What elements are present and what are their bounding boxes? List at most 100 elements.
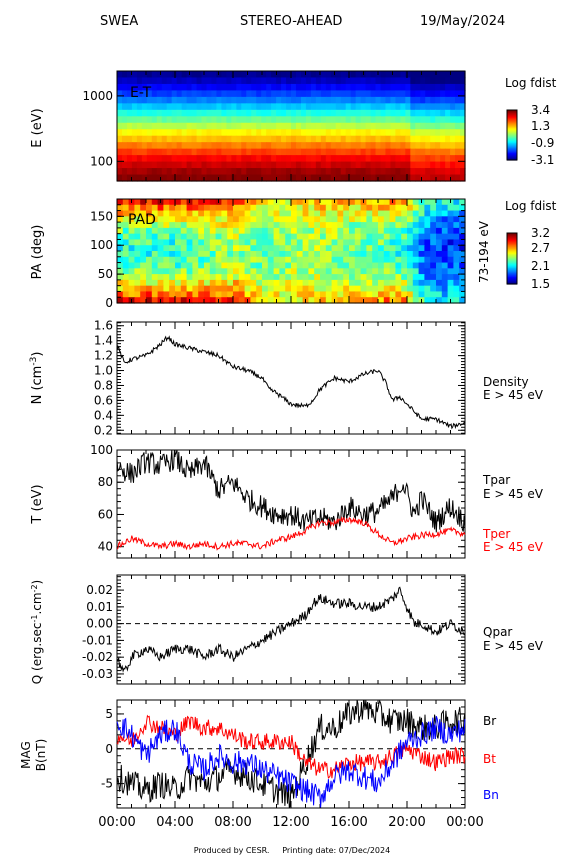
spectrogram-cell (320, 90, 327, 98)
pad-cell (325, 291, 333, 298)
spectrogram-cell (360, 142, 367, 150)
pad-cell (151, 204, 159, 212)
pad-cell (436, 274, 443, 281)
spectrogram-cell (320, 96, 327, 104)
pad-cell (320, 291, 327, 298)
pad-cell (447, 227, 454, 235)
pad-cell (331, 279, 338, 287)
pad-cell (308, 262, 315, 269)
spectrogram-cell (181, 155, 188, 163)
spectrogram-cell (191, 174, 198, 182)
pad-cell (383, 262, 391, 269)
pad-cell (151, 222, 159, 229)
spectrogram-cell (261, 122, 267, 130)
spectrogram-cell (131, 90, 138, 98)
pad-cell (204, 279, 211, 287)
spectrogram-cell (420, 71, 426, 79)
pad-cell (343, 274, 350, 281)
spectrogram-cell (350, 90, 357, 98)
spectrogram-cell (350, 155, 357, 163)
spectrogram-cell (350, 116, 357, 124)
spectrogram-cell (375, 83, 382, 92)
spectrogram-cell (136, 168, 143, 176)
pad-cell (389, 210, 396, 217)
pad-cell (314, 239, 321, 246)
spectrogram-cell (305, 96, 312, 104)
pad-cell (134, 245, 141, 252)
time-tick-label: 20:00 (388, 815, 425, 830)
pad-cell (418, 274, 425, 281)
pad-cell (395, 262, 402, 269)
spectrogram-cell (315, 83, 322, 92)
pad-cell (267, 239, 275, 246)
pad-cell (198, 291, 205, 298)
spectrogram-cell (455, 77, 461, 85)
spectrogram-cell (231, 168, 237, 176)
spectrogram-cell (405, 174, 411, 182)
pad-cell (389, 279, 396, 287)
tper-legend-name: Tper (482, 527, 510, 541)
pad-cell (447, 204, 454, 212)
spectrogram-cell (390, 122, 396, 130)
spectrogram-cell (450, 168, 456, 176)
pad-cell (436, 239, 443, 246)
pad-cell (401, 279, 408, 287)
colorbar-cell (507, 255, 517, 258)
spectrogram-cell (191, 109, 198, 117)
pad-cell (441, 291, 449, 298)
pad-cell (180, 233, 188, 241)
spectrogram-cell (340, 174, 347, 182)
pad-cell (117, 245, 124, 252)
spectrogram-cell (440, 77, 446, 85)
pad-cell (175, 291, 182, 298)
spectrogram-cell (375, 155, 382, 163)
spectrogram-cell (141, 96, 148, 104)
spectrogram-cell (251, 90, 257, 98)
pad-cell (250, 204, 257, 212)
spectrogram-cell (460, 90, 466, 98)
colorbar-cell (507, 263, 517, 266)
spectrogram-cell (410, 142, 416, 150)
spectrogram-cell (390, 135, 396, 143)
spectrogram-cell (455, 103, 461, 111)
tper-legend-energy: E > 45 eV (483, 540, 544, 554)
spectrogram-cell (226, 129, 232, 137)
pad-cell (349, 291, 356, 298)
pad-cell (436, 256, 443, 264)
spectrogram-cell (261, 77, 267, 85)
pad-cell (459, 268, 466, 275)
pad-cell (267, 291, 275, 298)
spectrogram-cell (186, 103, 193, 111)
pad-cell (331, 222, 338, 229)
spectrogram-cell (191, 116, 198, 124)
spectrogram-cell (340, 77, 347, 85)
mag-axis-unit: B(nT) (34, 739, 48, 772)
pad-cell (424, 291, 431, 298)
spectrogram-cell (355, 148, 362, 156)
pad-cell (244, 210, 251, 217)
spectrogram-cell (211, 71, 218, 79)
spectrogram-cell (286, 116, 292, 124)
spectrogram-cell (131, 129, 138, 137)
pad-cell (233, 251, 240, 258)
spectrogram-cell (146, 116, 153, 124)
pad-cell (407, 199, 414, 206)
pad-cell (401, 274, 408, 281)
pad-cell (383, 222, 391, 229)
spectrogram-cell (281, 122, 287, 130)
spectrogram-cell (300, 77, 307, 85)
pad-cell (163, 268, 170, 275)
spectrogram-cell (450, 174, 456, 182)
pad-cell (459, 291, 466, 298)
spectrogram-cell (395, 109, 401, 117)
spectrogram-cell (131, 83, 138, 92)
spectrogram-cell (256, 174, 262, 182)
pad-cell (215, 222, 222, 229)
pad-cell (291, 210, 298, 217)
spectrogram-cell (340, 122, 347, 130)
pad-cell (331, 227, 338, 235)
spectrogram-cell (385, 148, 392, 156)
pad-cell (198, 256, 205, 264)
spectrogram-cell (256, 129, 262, 137)
temperature-tick-label: 100 (90, 443, 113, 457)
